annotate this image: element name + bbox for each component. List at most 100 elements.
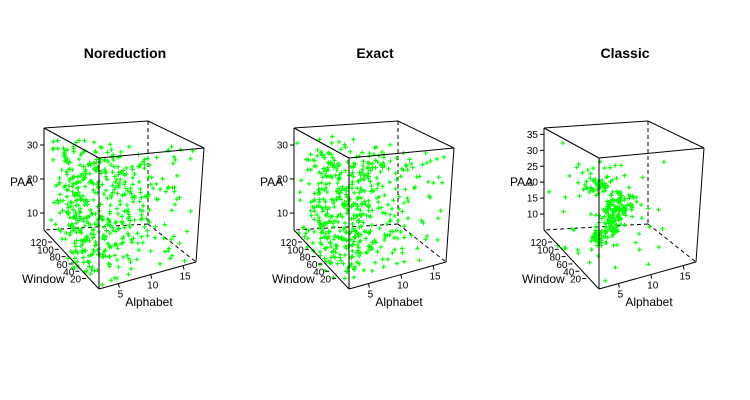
data-point [370,208,375,213]
z-tick-label: 15 [527,194,539,205]
data-point [130,182,136,187]
data-point [336,139,342,145]
x-tick [117,283,120,288]
data-point [326,229,331,234]
data-point [614,176,619,181]
data-point [593,193,599,198]
y-tick-label: 60 [306,260,318,271]
z-axis-label: PAA [510,175,533,189]
data-point [352,190,357,195]
data-point [619,163,624,168]
data-point [92,221,97,227]
data-point [76,138,82,143]
data-point [407,157,412,162]
data-point [344,188,349,194]
data-point [338,258,344,263]
data-point [310,240,316,246]
data-point [612,198,617,203]
data-point [351,137,356,142]
data-point [57,180,62,185]
data-point [53,183,59,188]
data-point [173,157,178,163]
data-point [396,218,401,223]
data-point [67,159,72,165]
chart-title: Classic [600,45,649,61]
data-point [378,244,384,250]
data-point [115,191,120,196]
data-point [381,155,386,160]
data-point [598,230,604,235]
data-point [335,219,341,225]
box-edge [543,229,600,290]
data-point [306,181,312,186]
data-point [91,187,96,193]
data-point [627,196,632,201]
data-point [374,175,379,181]
data-point [116,226,122,231]
data-point [62,158,68,163]
data-point [89,267,94,273]
data-point [91,161,97,166]
data-point [132,171,137,177]
data-point [638,202,644,208]
data-point [320,175,325,180]
x-tick [650,274,653,279]
data-point [312,158,317,163]
data-point [134,257,140,262]
data-point [142,224,147,229]
data-point [387,180,392,185]
data-point [110,228,116,233]
data-point [421,220,426,226]
data-point [577,193,582,199]
data-point [382,237,387,243]
data-point [130,175,135,180]
data-point [71,144,76,149]
data-point [110,183,115,188]
data-point [86,259,91,265]
data-point [153,224,158,229]
data-point [323,182,328,187]
data-point [182,258,187,264]
data-point [386,166,391,172]
data-point [124,202,130,208]
data-point [326,167,331,173]
data-point [375,181,380,187]
data-point [380,210,385,215]
data-point [358,208,363,213]
data-point [350,254,355,259]
data-point [379,205,384,210]
data-point [349,172,354,178]
data-point [184,229,190,234]
data-point [637,247,642,252]
box-edge [98,261,197,290]
data-point [104,177,110,182]
data-point [308,167,314,172]
data-point [99,145,105,150]
y-tick-label: 40 [313,267,325,278]
data-point [408,161,414,166]
data-point [91,197,96,203]
data-point [103,188,109,193]
data-point [406,199,411,204]
data-point [81,216,87,221]
data-point [376,153,382,158]
data-point [107,230,113,236]
data-point [351,212,357,218]
data-point [82,202,87,208]
data-point [331,275,336,280]
data-point [377,226,382,231]
data-point [137,207,143,212]
data-point [331,165,337,170]
data-point [420,162,425,167]
data-point [125,231,131,236]
data-point [67,183,72,189]
data-point [120,236,125,241]
data-point [67,232,72,237]
data-point [91,247,96,253]
data-point [361,268,367,273]
data-point [78,244,83,249]
data-point [419,218,424,223]
data-point [106,261,111,266]
data-point [400,209,405,214]
data-point [172,189,177,194]
